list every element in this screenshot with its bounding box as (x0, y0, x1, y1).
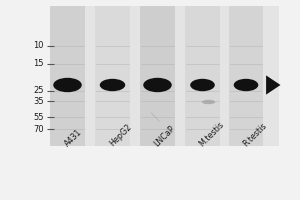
Text: M.testis: M.testis (198, 120, 226, 148)
Ellipse shape (202, 100, 215, 104)
Text: 35: 35 (33, 97, 44, 106)
Text: 25: 25 (33, 86, 44, 95)
Text: R.testis: R.testis (241, 121, 268, 148)
Ellipse shape (234, 79, 258, 91)
Ellipse shape (100, 79, 125, 91)
Text: A431: A431 (63, 127, 83, 148)
Text: 15: 15 (33, 60, 44, 68)
Text: LNCaP: LNCaP (153, 124, 177, 148)
Text: HepG2: HepG2 (108, 122, 134, 148)
Bar (54, 6, 279, 146)
Polygon shape (266, 75, 281, 95)
Bar (140, 6, 175, 146)
Ellipse shape (143, 78, 172, 92)
Text: 10: 10 (33, 42, 44, 50)
Ellipse shape (190, 79, 215, 91)
Bar (95, 6, 130, 146)
Text: 70: 70 (33, 124, 44, 134)
Bar (229, 6, 263, 146)
Ellipse shape (53, 78, 82, 92)
Bar (50, 6, 85, 146)
Text: 55: 55 (33, 112, 44, 121)
Bar (185, 6, 220, 146)
